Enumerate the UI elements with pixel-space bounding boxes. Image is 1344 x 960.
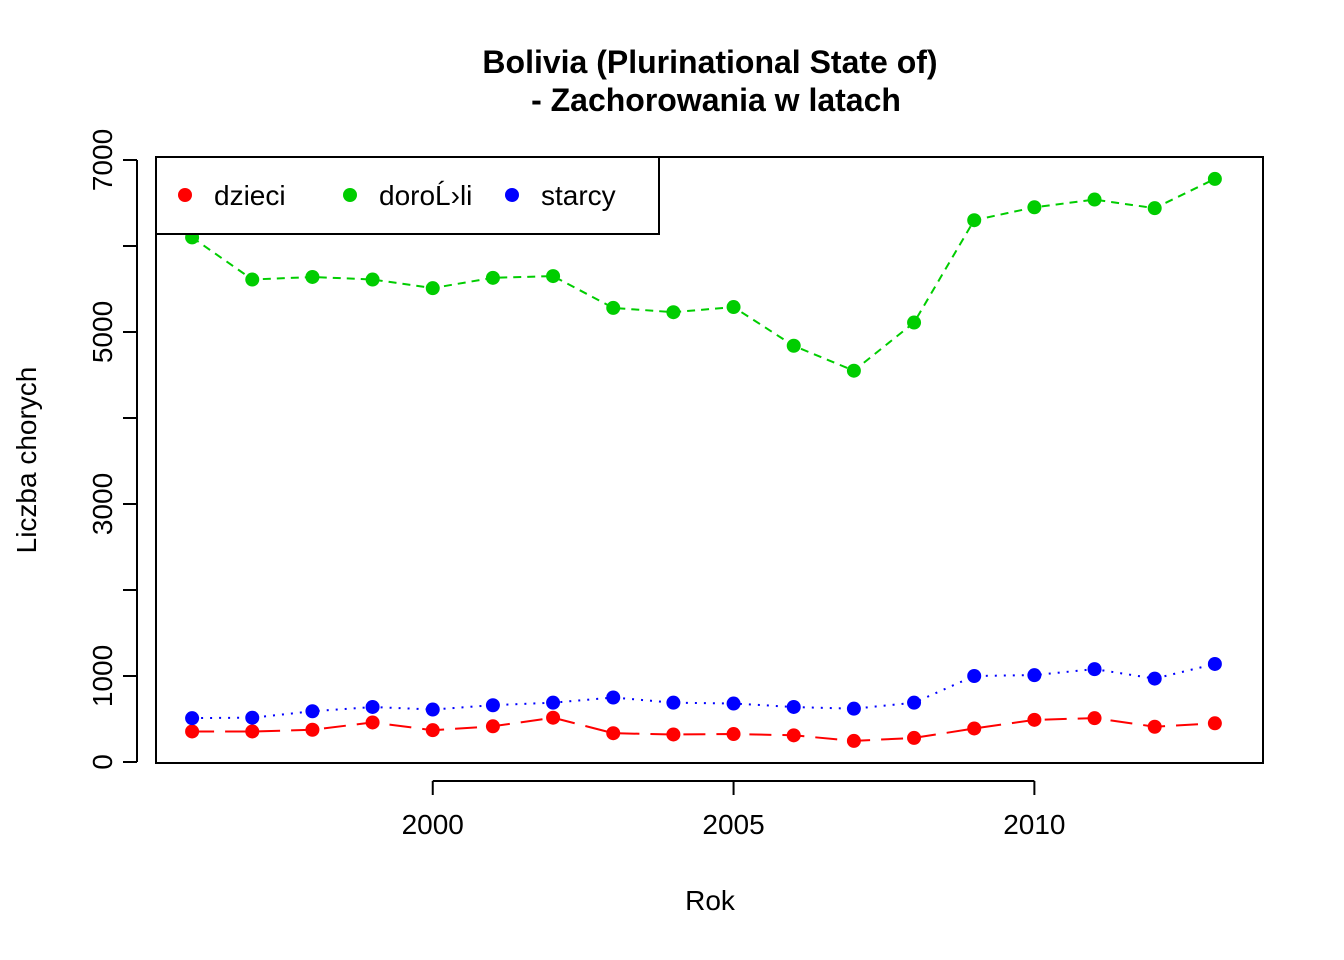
data-point — [666, 695, 681, 710]
data-point — [546, 269, 561, 284]
data-point — [1147, 719, 1162, 734]
x-tick-label: 2000 — [402, 809, 464, 840]
data-point — [1027, 200, 1042, 215]
x-axis-label: Rok — [685, 885, 736, 916]
data-point — [666, 305, 681, 320]
y-axis: 0 1000 3000 5000 7000 — [87, 129, 138, 770]
data-point — [425, 281, 440, 296]
legend: dzieci doroĹ›li starcy — [155, 156, 660, 235]
y-tick-label: 3000 — [87, 473, 118, 535]
data-point — [907, 695, 922, 710]
data-point — [1087, 192, 1102, 207]
series-0 — [185, 710, 1222, 748]
x-tick-label: 2005 — [702, 809, 764, 840]
data-point — [1207, 656, 1222, 671]
data-point — [1087, 711, 1102, 726]
data-point — [305, 722, 320, 737]
data-point — [967, 721, 982, 736]
y-tick-label: 7000 — [87, 129, 118, 191]
series-layer — [185, 171, 1222, 748]
y-axis-label: Liczba chorych — [11, 367, 42, 554]
chart-title-line-2: - Zachorowania w latach — [531, 82, 901, 118]
data-point — [726, 696, 741, 711]
data-point — [485, 698, 500, 713]
data-point — [185, 724, 200, 739]
data-point — [907, 730, 922, 745]
data-point — [967, 669, 982, 683]
data-point — [666, 727, 681, 742]
series-2 — [185, 656, 1222, 726]
x-tick-label: 2010 — [1003, 809, 1065, 840]
plot-area-frame — [155, 156, 1264, 764]
legend-marker — [178, 188, 192, 202]
data-point — [546, 710, 561, 725]
y-tick-label: 5000 — [87, 301, 118, 363]
data-point — [425, 702, 440, 717]
x-axis: 2000 2005 2010 — [402, 780, 1066, 840]
data-point — [245, 710, 260, 725]
legend-entry-2: starcy — [505, 180, 616, 211]
data-point — [1207, 171, 1222, 186]
data-point — [846, 363, 861, 378]
legend-label: starcy — [541, 180, 616, 211]
data-point — [365, 715, 380, 730]
data-point — [1207, 716, 1222, 731]
series-line — [192, 663, 1216, 720]
legend-entry-1: doroĹ›li — [343, 180, 472, 211]
data-point — [606, 300, 621, 315]
data-point — [546, 695, 561, 710]
data-point — [305, 704, 320, 719]
data-point — [1147, 671, 1162, 686]
data-point — [786, 338, 801, 353]
y-tick-label: 0 — [87, 754, 118, 770]
data-point — [907, 315, 922, 330]
data-point — [245, 724, 260, 739]
legend-marker — [505, 188, 519, 202]
data-point — [1147, 201, 1162, 216]
data-point — [786, 699, 801, 714]
legend-box — [155, 156, 660, 235]
chart-title-line-1: Bolivia (Plurinational State of) — [482, 44, 937, 80]
data-point — [485, 270, 500, 285]
data-point — [305, 269, 320, 284]
series-line — [191, 178, 1216, 372]
series-1 — [185, 171, 1222, 378]
legend-marker — [343, 188, 357, 202]
data-point — [1027, 668, 1042, 683]
data-point — [606, 726, 621, 741]
chart-title: Bolivia (Plurinational State of) - Zacho… — [482, 44, 937, 118]
data-point — [485, 719, 500, 734]
data-point — [846, 701, 861, 716]
data-point — [967, 213, 982, 228]
data-point — [185, 711, 200, 726]
data-point — [1087, 662, 1102, 677]
series-line — [192, 716, 1215, 742]
data-point — [786, 728, 801, 743]
data-point — [726, 727, 741, 742]
data-point — [245, 272, 260, 287]
data-point — [846, 733, 861, 748]
data-point — [365, 699, 380, 714]
y-tick-label: 1000 — [87, 645, 118, 707]
data-point — [365, 272, 380, 287]
data-point — [726, 300, 741, 315]
legend-label: doroĹ›li — [379, 180, 472, 211]
legend-label: dzieci — [214, 180, 286, 211]
legend-entry-0: dzieci — [178, 180, 286, 211]
data-point — [425, 723, 440, 738]
data-point — [606, 690, 621, 705]
data-point — [1027, 712, 1042, 727]
